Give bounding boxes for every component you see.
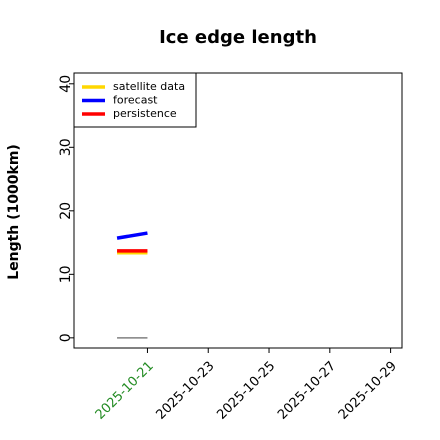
legend-label: persistence	[113, 107, 177, 120]
x-tick-label: 2025-10-21	[93, 359, 157, 423]
y-tick-label: 0	[58, 333, 74, 342]
x-tick-label: 2025-10-29	[336, 359, 400, 423]
y-tick-label: 20	[58, 202, 74, 220]
y-tick-label: 30	[58, 138, 74, 156]
y-tick-label: 40	[58, 75, 74, 93]
y-tick-label: 10	[58, 265, 74, 283]
x-tick-label: 2025-10-25	[214, 359, 278, 423]
x-tick-label: 2025-10-23	[154, 359, 218, 423]
y-axis-label: Length (1000km)	[6, 144, 22, 280]
legend-label: satellite data	[113, 80, 185, 93]
x-tick-label: 2025-10-27	[275, 359, 339, 423]
series-line	[116, 231, 148, 240]
legend-label: forecast	[113, 94, 158, 107]
chart-title: Ice edge length	[159, 27, 317, 48]
